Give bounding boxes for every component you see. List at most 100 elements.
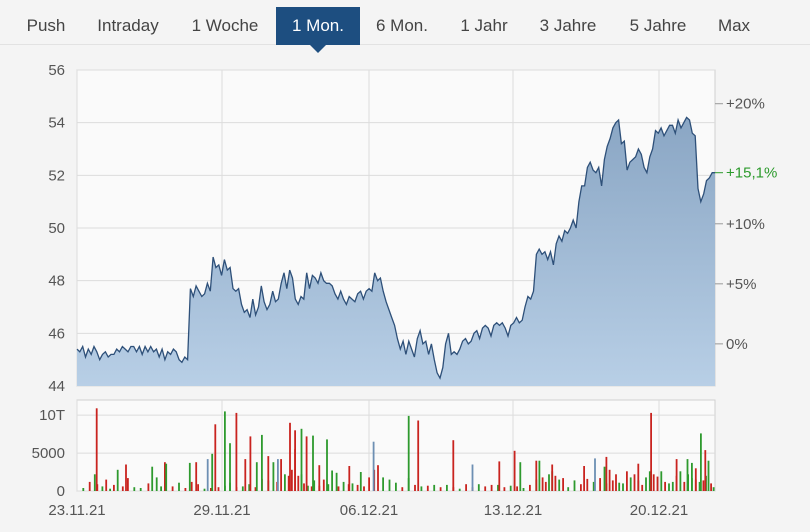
x-tick-label: 13.12.21 xyxy=(484,502,542,519)
volume-bar xyxy=(388,479,391,491)
volume-bar xyxy=(420,486,423,491)
right-y-tick-label: +10% xyxy=(726,216,765,233)
volume-bar xyxy=(671,481,674,491)
volume-y-tick-label: 0 xyxy=(57,483,65,500)
volume-bar xyxy=(558,479,561,491)
tab-intraday[interactable]: Intraday xyxy=(97,16,159,35)
tab-max[interactable]: Max xyxy=(717,16,751,35)
volume-bar xyxy=(426,485,429,491)
price-y-tick-label: 48 xyxy=(48,273,65,290)
volume-bar xyxy=(178,482,180,491)
volume-bar xyxy=(235,412,238,491)
volume-bar xyxy=(88,481,91,491)
volume-bar xyxy=(503,487,506,491)
tab-1-jahr[interactable]: 1 Jahr xyxy=(460,16,508,35)
volume-bar xyxy=(348,466,351,491)
volume-bar xyxy=(633,474,636,491)
volume-bar xyxy=(519,462,522,491)
volume-bar xyxy=(694,468,697,492)
volume-bar xyxy=(109,488,111,491)
volume-bar xyxy=(615,474,617,491)
volume-bar xyxy=(675,459,678,491)
volume-bar xyxy=(133,487,136,491)
period-tabs: Push Intraday 1 Woche 1 Mon. 6 Mon. 1 Jahr 3 J… xyxy=(0,0,810,53)
volume-bar xyxy=(592,481,595,491)
volume-bar xyxy=(322,479,325,491)
volume-bar xyxy=(244,459,247,491)
volume-bar xyxy=(248,484,251,491)
tab-push[interactable]: Push xyxy=(26,16,66,35)
volume-bar xyxy=(105,479,108,491)
volume-bar xyxy=(203,488,206,491)
volume-bar xyxy=(356,484,359,491)
volume-bar xyxy=(439,487,442,491)
volume-bar xyxy=(155,477,158,491)
volume-bar xyxy=(229,443,231,491)
volume-bar xyxy=(284,474,286,491)
volume-bar xyxy=(497,484,499,491)
volume-bar xyxy=(698,481,701,491)
volume-plot-area xyxy=(76,399,716,492)
volume-bar xyxy=(95,408,98,491)
volume-bar xyxy=(611,480,614,491)
volume-bar xyxy=(171,486,174,491)
volume-bar xyxy=(300,428,303,491)
volume-bar xyxy=(712,487,715,491)
volume-bar xyxy=(645,477,647,491)
volume-bar xyxy=(303,483,305,491)
volume-bar xyxy=(342,481,345,491)
price-panel: 56 54 52 50 48 46 44 +20% +10% +5% 0% +15,1% xyxy=(48,62,777,395)
volume-bar xyxy=(210,488,212,491)
volume-bar xyxy=(465,484,467,491)
volume-bar xyxy=(224,411,226,491)
volume-bar xyxy=(147,483,150,491)
volume-bar xyxy=(310,486,313,491)
volume-bar xyxy=(513,450,516,491)
volume-bar xyxy=(664,481,666,491)
volume-bar xyxy=(165,463,168,491)
tab-1-mon[interactable]: 1 Mon. xyxy=(276,7,360,53)
x-tick-label: 23.11.21 xyxy=(48,502,105,519)
volume-bar xyxy=(551,464,554,491)
volume-bar xyxy=(382,477,384,491)
x-tick-label: 20.12.21 xyxy=(630,502,688,519)
tab-1-woche[interactable]: 1 Woche xyxy=(191,16,259,35)
volume-bar xyxy=(605,456,608,491)
volume-bar xyxy=(622,483,624,491)
tab-3-jahre[interactable]: 3 Jahre xyxy=(539,16,597,35)
volume-bar xyxy=(618,482,621,491)
right-y-tick-label: 0% xyxy=(726,336,748,353)
volume-bar xyxy=(458,488,461,491)
volume-bar xyxy=(700,433,702,491)
price-y-tick-label: 54 xyxy=(48,115,65,132)
volume-bar xyxy=(368,477,370,491)
volume-bar xyxy=(312,435,314,491)
right-y-tick-label: +5% xyxy=(726,276,756,293)
volume-bar xyxy=(710,483,712,491)
tab-6-mon[interactable]: 6 Mon. xyxy=(376,16,428,35)
volume-bar xyxy=(637,463,640,491)
volume-bar xyxy=(580,484,582,491)
price-area xyxy=(77,117,715,387)
tab-5-jahre[interactable]: 5 Jahre xyxy=(629,16,687,35)
volume-bar xyxy=(127,478,129,491)
volume-bar xyxy=(313,480,316,491)
volume-bar xyxy=(401,487,404,491)
volume-bar xyxy=(538,460,541,491)
volume-bar xyxy=(395,482,397,491)
volume-bar xyxy=(93,474,96,491)
volume-bar xyxy=(139,488,142,491)
volume-bar xyxy=(516,486,518,491)
volume-bar xyxy=(586,478,589,491)
volume-bar xyxy=(287,475,290,491)
volume-bar xyxy=(541,477,544,491)
volume-bar xyxy=(363,486,365,491)
volume-bar xyxy=(359,472,362,491)
volume-bar xyxy=(190,481,193,491)
volume-bar xyxy=(583,466,585,491)
volume-bar xyxy=(297,475,300,491)
volume-bar xyxy=(679,471,682,491)
volume-bar xyxy=(82,488,85,491)
volume-bar xyxy=(686,459,689,491)
volume-bar xyxy=(626,471,628,491)
